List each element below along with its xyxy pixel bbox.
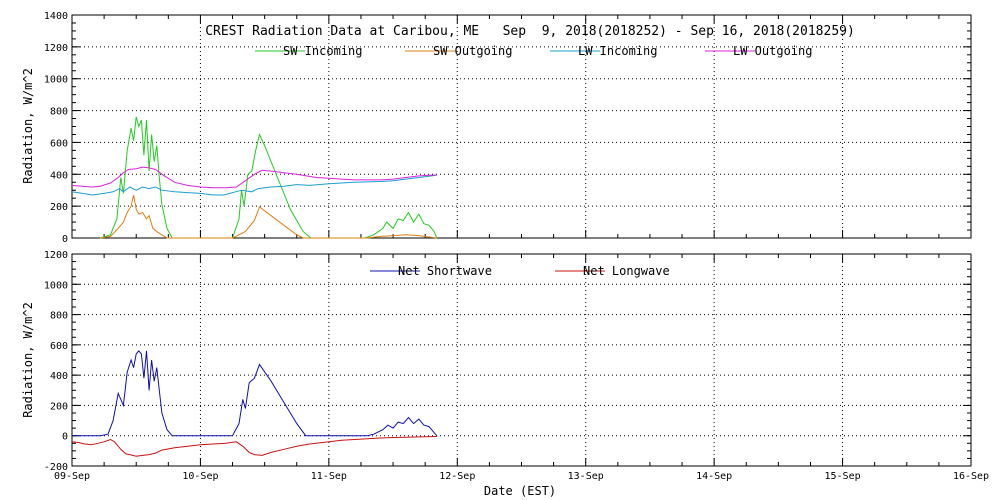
- y-tick-label: 200: [50, 202, 68, 213]
- y-tick-label: 1400: [44, 11, 68, 22]
- top-panel: 0 200 400 600 800 1000 1200 1400 CREST Radiatio…: [21, 11, 972, 245]
- y-tick-label: 400: [50, 170, 68, 181]
- y-tick-label: 200: [50, 401, 68, 412]
- lw-incoming-line: [71, 174, 437, 196]
- top-y-axis-label: Radiation, W/m^2: [21, 68, 35, 184]
- y-tick-label: 400: [50, 371, 68, 382]
- top-plot-frame: [71, 14, 972, 239]
- bottom-series-lines: [71, 350, 438, 457]
- y-tick-label: 0: [62, 234, 68, 245]
- y-tick-label: 800: [50, 311, 68, 322]
- top-y-tick-labels: 0 200 400 600 800 1000 1200 1400: [44, 11, 68, 245]
- top-grid: [72, 15, 971, 238]
- y-tick-label: 800: [50, 107, 68, 118]
- bottom-plot-frame: [71, 253, 972, 467]
- y-tick-label: 1000: [44, 75, 68, 86]
- y-tick-label: 0: [62, 432, 68, 443]
- x-tick-label: 13-Sep: [568, 471, 604, 482]
- bottom-y-axis-label: Radiation, W/m^2: [21, 302, 35, 418]
- sw-outgoing-legend-label: SW Outgoing: [433, 44, 512, 58]
- x-tick-label: 11-Sep: [311, 471, 347, 482]
- y-tick-label: 600: [50, 341, 68, 352]
- net-longwave-line: [71, 436, 437, 457]
- x-tick-label: 12-Sep: [439, 471, 475, 482]
- bottom-y-tick-labels: -200 0 200 400 600 800 1000 1200: [44, 250, 68, 473]
- y-tick-label: 1200: [44, 250, 68, 261]
- chart-title: CREST Radiation Data at Caribou, ME Sep …: [205, 24, 855, 39]
- sw-outgoing-line: [100, 194, 437, 239]
- net-shortwave-line: [72, 350, 438, 437]
- net-shortwave-legend-label: Net Shortwave: [398, 264, 492, 278]
- x-tick-labels: 09-Sep 10-Sep 11-Sep 12-Sep 13-Sep 14-Sep 15-S…: [54, 471, 989, 482]
- net-longwave-legend-label: Net Longwave: [583, 264, 670, 278]
- y-tick-label: 1200: [44, 43, 68, 54]
- top-tick-marks: [71, 14, 972, 239]
- bottom-grid: [72, 254, 971, 466]
- bottom-legend: Net Shortwave Net Longwave: [370, 264, 670, 278]
- x-tick-label: 16-Sep: [953, 471, 989, 482]
- lw-outgoing-legend-label: LW Outgoing: [733, 44, 812, 58]
- sw-incoming-legend-label: SW Incoming: [283, 44, 362, 58]
- top-series-lines: [71, 116, 438, 239]
- x-tick-label: 09-Sep: [54, 471, 90, 482]
- lw-outgoing-line: [71, 166, 437, 189]
- y-tick-label: 600: [50, 138, 68, 149]
- sw-incoming-line: [100, 116, 438, 239]
- x-tick-label: 10-Sep: [182, 471, 218, 482]
- x-tick-label: 14-Sep: [696, 471, 732, 482]
- y-tick-label: 1000: [44, 280, 68, 291]
- top-legend: SW Incoming SW Outgoing LW Incoming LW Outg…: [255, 44, 812, 58]
- lw-incoming-legend-label: LW Incoming: [578, 44, 657, 58]
- y-tick-label: -200: [44, 462, 68, 473]
- x-tick-label: 15-Sep: [825, 471, 861, 482]
- x-axis-label: Date (EST): [484, 484, 556, 498]
- bottom-tick-marks: [71, 253, 972, 467]
